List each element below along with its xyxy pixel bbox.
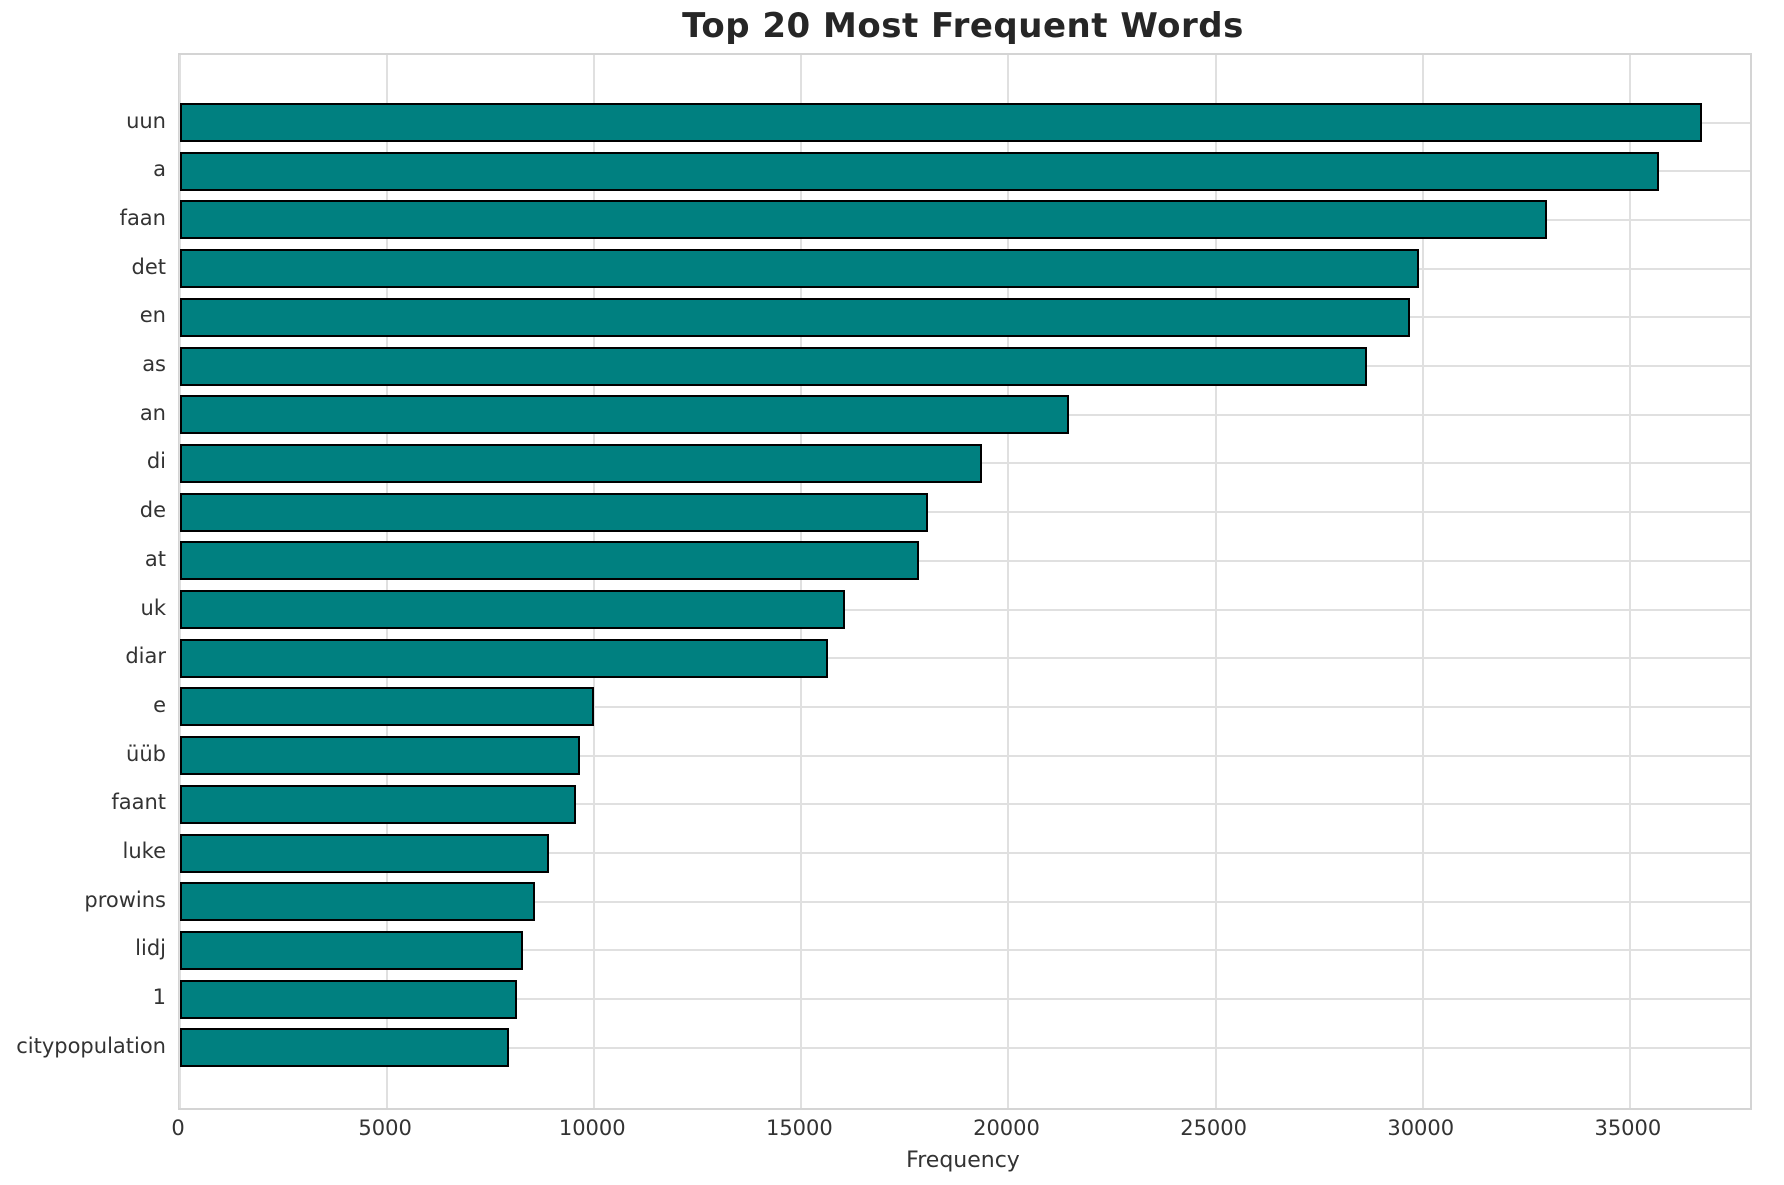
- horizontal-gridline: [180, 949, 1750, 952]
- y-tick-label: uk: [140, 595, 166, 620]
- y-tick-label: a: [153, 157, 166, 182]
- x-tick-label: 30000: [1387, 1116, 1455, 1140]
- vertical-gridline: [1007, 55, 1010, 1108]
- horizontal-gridline: [180, 998, 1750, 1001]
- horizontal-gridline: [180, 852, 1750, 854]
- y-tick-label: luke: [122, 839, 166, 863]
- bar-citypopulation: [180, 1028, 510, 1068]
- bar-1: [180, 979, 517, 1019]
- y-tick-label: an: [139, 400, 166, 425]
- bar-det: [180, 249, 1419, 289]
- y-tick-label: e: [153, 692, 166, 717]
- y-tick-label: di: [146, 449, 166, 474]
- horizontal-gridline: [180, 657, 1750, 660]
- bar-di: [180, 443, 982, 483]
- bar-uk: [180, 590, 845, 629]
- bar-as: [180, 346, 1367, 386]
- horizontal-gridline: [180, 559, 1750, 562]
- y-tick-label: de: [139, 498, 166, 523]
- y-tick-label: as: [142, 352, 166, 376]
- y-tick-label: üüb: [126, 741, 166, 766]
- y-tick-label: faan: [119, 205, 166, 230]
- x-tick-label: 5000: [358, 1116, 412, 1140]
- y-tick-label: faant: [111, 790, 166, 815]
- y-tick-label: en: [139, 303, 166, 328]
- bar-prowins: [180, 882, 535, 922]
- horizontal-gridline: [180, 803, 1750, 806]
- x-tick-label: 35000: [1594, 1116, 1662, 1140]
- plot-area: [178, 53, 1752, 1110]
- y-tick-label: at: [144, 546, 166, 571]
- vertical-gridline: [179, 55, 181, 1108]
- bar-üüb: [180, 736, 580, 776]
- y-tick-label: uun: [126, 108, 166, 133]
- bar-faan: [180, 200, 1548, 240]
- x-tick-label: 25000: [1180, 1116, 1248, 1140]
- bar-a: [180, 151, 1659, 191]
- y-tick-label: prowins: [84, 887, 166, 912]
- bar-an: [180, 395, 1069, 435]
- y-tick-label: diar: [125, 644, 166, 669]
- y-tick-label: 1: [152, 985, 166, 1010]
- x-tick-label: 0: [171, 1116, 185, 1140]
- bar-de: [180, 492, 928, 532]
- chart-title: Top 20 Most Frequent Words: [682, 6, 1244, 46]
- vertical-gridline: [1214, 55, 1217, 1108]
- bar-uun: [180, 103, 1703, 142]
- horizontal-gridline: [180, 900, 1750, 903]
- y-tick-label: citypopulation: [16, 1033, 166, 1058]
- bar-faant: [180, 784, 576, 824]
- horizontal-gridline: [180, 754, 1750, 757]
- bar-diar: [180, 638, 829, 678]
- bar-lidj: [180, 930, 523, 970]
- x-axis-title: Frequency: [906, 1148, 1020, 1173]
- vertical-gridline: [386, 55, 389, 1108]
- vertical-gridline: [593, 55, 596, 1108]
- x-tick-label: 15000: [765, 1116, 833, 1140]
- vertical-gridline: [1421, 55, 1424, 1108]
- horizontal-gridline: [180, 705, 1750, 708]
- x-tick-label: 10000: [558, 1116, 626, 1140]
- x-tick-label: 20000: [973, 1116, 1040, 1140]
- bar-en: [180, 297, 1411, 337]
- bar-at: [180, 541, 920, 581]
- y-tick-label: det: [131, 254, 166, 279]
- bar-e: [180, 687, 595, 727]
- y-tick-label: lidj: [135, 936, 166, 961]
- horizontal-gridline: [180, 608, 1750, 611]
- bar-luke: [180, 833, 549, 873]
- vertical-gridline: [1628, 55, 1631, 1108]
- vertical-gridline: [800, 55, 803, 1108]
- horizontal-gridline: [180, 1046, 1750, 1049]
- horizontal-gridline: [180, 511, 1750, 514]
